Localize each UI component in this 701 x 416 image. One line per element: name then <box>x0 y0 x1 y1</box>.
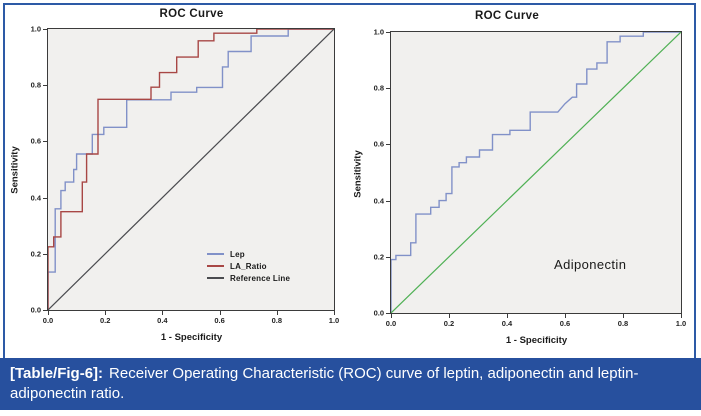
x-axis-label: 1 - Specificity <box>160 332 223 343</box>
series-adiponectin <box>391 32 681 313</box>
y-tick-mark <box>43 253 47 255</box>
roc-chart-adiponectin: ROC Curve Sensitivity Adiponectin 1 - Sp… <box>352 10 687 346</box>
x-tick-label: 0.6 <box>559 319 571 328</box>
x-tick-mark <box>162 311 164 315</box>
x-tick-label: 0.0 <box>385 319 397 328</box>
roc-curves-svg <box>391 32 681 313</box>
y-tick-label: 0.0 <box>373 308 384 318</box>
y-tick-mark <box>43 310 47 311</box>
annotation-adiponectin: Adiponectin <box>554 257 627 272</box>
roc-chart-leptin-la-ratio: ROC Curve Sensitivity Lep LA_Ratio Refer… <box>10 8 340 343</box>
x-tick-label: 0.8 <box>617 319 629 328</box>
legend-label-lep: Lep <box>230 249 245 259</box>
y-tick-label: 0.8 <box>30 80 41 90</box>
legend: Lep LA_Ratio Reference Line <box>207 248 290 284</box>
y-tick-label: 0.4 <box>30 193 41 203</box>
y-tick-label: 0.2 <box>373 252 384 262</box>
x-tick-label: 0.0 <box>42 316 54 325</box>
x-tick-mark <box>48 311 49 315</box>
x-tick-label: 1.0 <box>675 319 687 328</box>
y-tick-mark <box>43 85 47 87</box>
series-la-ratio <box>48 29 334 310</box>
legend-label-la-ratio: LA_Ratio <box>230 261 267 271</box>
roc-curves-svg <box>48 29 334 310</box>
series-reference-line <box>391 32 681 313</box>
x-tick-label: 1.0 <box>328 316 340 325</box>
x-axis-label: 1 - Specificity <box>505 335 568 346</box>
x-tick-label: 0.2 <box>443 319 455 328</box>
x-tick-mark <box>507 314 508 318</box>
caption-text: Receiver Operating Characteristic (ROC) … <box>10 365 639 402</box>
x-tick-label: 0.6 <box>214 316 225 325</box>
x-tick-mark <box>449 314 450 318</box>
y-tick-mark <box>386 88 390 90</box>
x-tick-mark <box>105 311 107 315</box>
chart-title: ROC Curve <box>159 8 224 20</box>
x-tick-mark <box>565 314 566 318</box>
chart-title: ROC Curve <box>474 10 540 22</box>
y-tick-mark <box>386 200 390 202</box>
y-tick-label: 0.0 <box>30 305 41 315</box>
caption-tag: [Table/Fig-6]: <box>10 365 104 382</box>
y-tick-mark <box>386 313 390 314</box>
y-tick-mark <box>43 141 47 143</box>
plot-area: Adiponectin <box>390 31 682 314</box>
la-ratio-line-swatch <box>207 265 224 267</box>
y-tick-mark <box>386 256 390 258</box>
x-tick-mark <box>681 314 682 318</box>
y-tick-label: 0.8 <box>373 83 384 93</box>
y-tick-label: 0.6 <box>373 139 384 149</box>
y-tick-label: 0.6 <box>30 136 41 146</box>
plot-area: Lep LA_Ratio Reference Line <box>47 28 335 311</box>
caption-bar: [Table/Fig-6]: Receiver Operating Charact… <box>0 358 701 410</box>
y-tick-label: 0.4 <box>373 196 384 206</box>
legend-item-la-ratio: LA_Ratio <box>207 260 290 272</box>
y-tick-mark <box>43 29 47 30</box>
y-tick-mark <box>43 197 47 199</box>
x-tick-mark <box>623 314 624 318</box>
x-tick-label: 0.8 <box>271 316 283 325</box>
y-tick-label: 0.2 <box>30 249 41 259</box>
y-tick-mark <box>386 32 390 33</box>
x-tick-mark <box>391 314 392 318</box>
x-tick-label: 0.2 <box>99 316 111 325</box>
y-tick-label: 1.0 <box>373 27 384 37</box>
x-tick-label: 0.4 <box>501 319 513 328</box>
x-tick-mark <box>334 311 335 315</box>
legend-item-lep: Lep <box>207 248 290 260</box>
series-reference-line <box>48 29 334 310</box>
reference-line-swatch <box>207 277 224 279</box>
y-tick-mark <box>386 144 390 146</box>
x-tick-label: 0.4 <box>157 316 168 325</box>
lep-line-swatch <box>207 253 224 255</box>
series-lep <box>48 29 334 310</box>
y-tick-label: 1.0 <box>30 24 41 34</box>
legend-label-reference-line: Reference Line <box>230 273 291 283</box>
y-axis-label: Sensitivity <box>352 150 364 198</box>
x-tick-mark <box>219 311 221 315</box>
legend-item-reference-line: Reference Line <box>207 272 290 284</box>
x-tick-mark <box>276 311 278 315</box>
